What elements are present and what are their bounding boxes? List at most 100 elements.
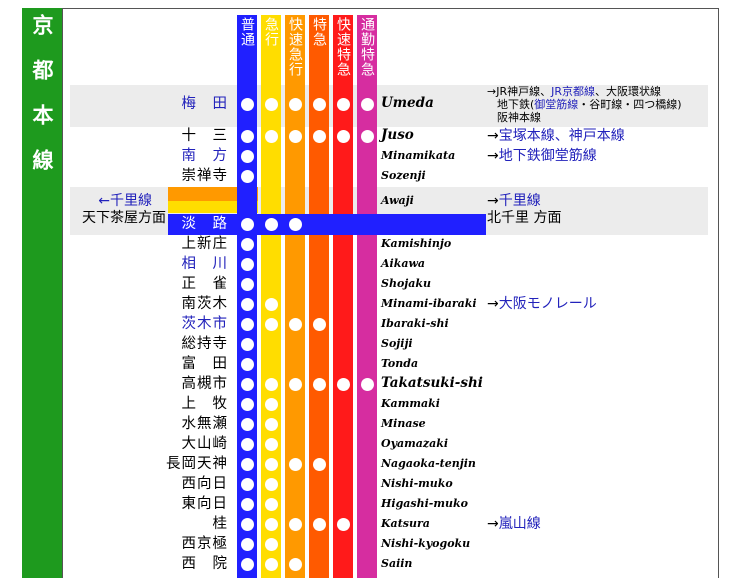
stop-dot xyxy=(240,517,254,531)
stop-dot xyxy=(240,437,254,451)
senri-band-mid xyxy=(168,201,258,213)
station-name: 西 院 xyxy=(181,556,228,572)
stop-dot xyxy=(312,517,326,531)
station-romaji: Tonda xyxy=(381,357,419,370)
train-column xyxy=(357,15,377,578)
stop-dot xyxy=(240,169,254,183)
stop-dot xyxy=(288,517,302,531)
transfer-link[interactable]: 御堂筋線 xyxy=(534,98,579,111)
transfer-line: →宝塚本線、神戸本線 xyxy=(487,127,625,145)
transfer-link[interactable]: 宝塚本線、神戸本線 xyxy=(498,128,625,144)
stop-dot xyxy=(240,397,254,411)
stop-dot xyxy=(264,317,278,331)
stop-dot xyxy=(240,537,254,551)
station-romaji: Nishi-muko xyxy=(381,477,453,490)
station-romaji: Saiin xyxy=(381,557,413,570)
stop-dot xyxy=(360,129,374,143)
transfer-text: →JR神戸線、 xyxy=(487,85,552,98)
stop-dot xyxy=(312,317,326,331)
station-name: 総持寺 xyxy=(181,336,228,352)
stop-dot xyxy=(240,377,254,391)
stop-dot xyxy=(264,477,278,491)
transfer-line: →嵐山線 xyxy=(487,515,541,533)
stop-dot xyxy=(240,237,254,251)
stop-dot xyxy=(264,97,278,111)
stop-dot xyxy=(264,297,278,311)
station-name: 西京極 xyxy=(181,536,228,552)
station-romaji: Takatsuki-shi xyxy=(381,375,483,391)
stop-dot xyxy=(240,217,254,231)
stop-dot xyxy=(240,317,254,331)
station-romaji: Umeda xyxy=(381,95,434,111)
transfer-link[interactable]: 千里線 xyxy=(498,193,541,209)
transfer-text: 天下茶屋方面 xyxy=(82,210,166,226)
station-name[interactable]: 梅 田 xyxy=(181,96,228,112)
station-romaji: Oyamazaki xyxy=(381,437,449,450)
transfer-line: 阪神本線 xyxy=(487,111,541,124)
stop-dot xyxy=(264,377,278,391)
station-romaji: Katsura xyxy=(381,517,430,530)
stop-dot xyxy=(360,377,374,391)
station-name[interactable]: 南 方 xyxy=(181,148,228,164)
transfer-link[interactable]: JR京都線 xyxy=(551,85,595,98)
station-romaji: Awaji xyxy=(381,194,414,207)
station-romaji: Shojaku xyxy=(381,277,432,290)
station-name: 南茨木 xyxy=(181,296,228,312)
station-name[interactable]: 相 川 xyxy=(181,256,228,272)
station-romaji: Minase xyxy=(381,417,426,430)
stop-dot xyxy=(240,277,254,291)
transfer-text: 、大阪環状線 xyxy=(595,85,661,98)
stop-dot xyxy=(288,217,302,231)
transfer-text: → xyxy=(487,193,499,209)
stop-dot xyxy=(240,457,254,471)
stop-dot xyxy=(240,337,254,351)
station-name[interactable]: 淡 路 xyxy=(181,216,228,232)
stop-dot xyxy=(240,477,254,491)
stop-dot xyxy=(264,129,278,143)
station-name: 上新庄 xyxy=(181,236,228,252)
transfer-line-left: 天下茶屋方面 xyxy=(82,209,166,227)
station-name: 十 三 xyxy=(181,128,228,144)
line-bar xyxy=(22,8,62,578)
stop-dot xyxy=(312,129,326,143)
stop-dot xyxy=(240,297,254,311)
transfer-link[interactable]: 地下鉄御堂筋線 xyxy=(498,148,597,164)
station-romaji: Sozenji xyxy=(381,169,426,182)
stop-dot xyxy=(288,129,302,143)
transfer-link[interactable]: ←千里線 xyxy=(98,193,152,209)
stop-dot xyxy=(288,317,302,331)
stop-dot xyxy=(336,377,350,391)
station-name[interactable]: 茨木市 xyxy=(181,316,228,332)
transfer-link[interactable]: 大阪モノレール xyxy=(498,296,597,312)
stop-dot xyxy=(288,377,302,391)
train-column xyxy=(333,15,353,578)
station-name: 大山崎 xyxy=(181,436,228,452)
transfer-text: 阪神本線 xyxy=(497,111,541,124)
stop-dot xyxy=(312,97,326,111)
station-name: 正 雀 xyxy=(181,276,228,292)
station-romaji: Higashi-muko xyxy=(381,497,468,510)
transfer-line: 北千里 方面 xyxy=(487,209,561,227)
train-type-label: 快速特急 xyxy=(335,17,351,77)
station-romaji: Minami-ibaraki xyxy=(381,297,477,310)
stop-dot xyxy=(240,149,254,163)
station-name: 長岡天神 xyxy=(166,456,228,472)
stop-dot xyxy=(264,517,278,531)
senri-band-top xyxy=(168,187,258,201)
transfer-link[interactable]: 嵐山線 xyxy=(498,516,541,532)
stop-dot xyxy=(240,97,254,111)
transfer-text: 地下鉄( xyxy=(497,98,535,111)
stop-dot xyxy=(240,417,254,431)
stop-dot xyxy=(288,457,302,471)
station-name: 桂 xyxy=(212,516,228,532)
train-type-label: 通勤特急 xyxy=(359,17,375,77)
transfer-text: → xyxy=(487,516,499,532)
transfer-text: → xyxy=(487,148,499,164)
transfer-line: →大阪モノレール xyxy=(487,295,597,313)
stop-dot xyxy=(264,497,278,511)
station-romaji: Ibaraki-shi xyxy=(381,317,449,330)
train-column xyxy=(285,15,305,578)
station-romaji: Nagaoka-tenjin xyxy=(381,457,476,470)
stop-dot xyxy=(288,97,302,111)
